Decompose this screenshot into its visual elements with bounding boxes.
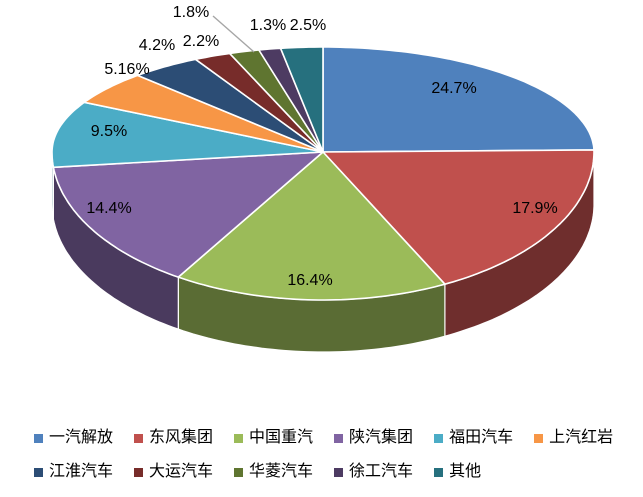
legend-item-0[interactable]: 一汽解放 xyxy=(34,428,113,449)
legend-label: 上汽红岩 xyxy=(549,429,614,446)
legend-label: 陕汽集团 xyxy=(349,429,414,446)
slice-label-9: 1.3% xyxy=(249,17,287,34)
legend-marker-icon xyxy=(434,467,444,477)
legend-row-1: 一汽解放 东风集团 中国重汽 陕汽集团 福田汽车 上汽红岩 xyxy=(34,428,637,449)
legend-label: 中国重汽 xyxy=(249,429,314,446)
legend-item-9[interactable]: 徐工汽车 xyxy=(334,462,413,483)
pie-slice-4[interactable] xyxy=(51,101,324,169)
slice-label-1: 17.9% xyxy=(512,200,558,217)
legend-marker-icon xyxy=(234,433,244,443)
slice-label-6: 4.2% xyxy=(138,37,176,54)
legend-label: 华菱汽车 xyxy=(249,462,314,480)
slice-label-4: 9.5% xyxy=(90,123,128,140)
slice-label-7: 2.2% xyxy=(182,33,220,50)
legend-label: 东风集团 xyxy=(149,429,214,446)
legend-label: 大运汽车 xyxy=(149,462,214,480)
legend: 一汽解放 东风集团 中国重汽 陕汽集团 福田汽车 上汽红岩江淮汽车 大运汽车 华菱汽车 徐工汽车… xyxy=(34,428,637,483)
legend-label: 其他 xyxy=(449,462,482,480)
pie-slice-2[interactable] xyxy=(177,151,446,301)
legend-marker-icon xyxy=(34,467,43,477)
legend-marker-icon xyxy=(334,433,344,443)
legend-label: 福田汽车 xyxy=(449,429,514,446)
pie-slice-7[interactable] xyxy=(194,52,324,153)
legend-row-2: 江淮汽车 大运汽车 华菱汽车 徐工汽车 其他 xyxy=(34,462,637,483)
legend-item-10[interactable]: 其他 xyxy=(434,462,481,483)
legend-marker-icon xyxy=(334,467,344,477)
slice-label-0: 24.7% xyxy=(431,80,477,97)
legend-item-7[interactable]: 大运汽车 xyxy=(134,462,213,483)
legend-label: 江淮汽车 xyxy=(49,462,114,480)
legend-item-5[interactable]: 上汽红岩 xyxy=(534,428,613,449)
legend-item-8[interactable]: 华菱汽车 xyxy=(234,462,313,483)
pie-slice-1[interactable] xyxy=(322,149,595,285)
pie-slice-10[interactable] xyxy=(279,46,324,153)
legend-marker-icon xyxy=(234,467,244,477)
leader-line xyxy=(212,15,255,53)
pie-slice-0[interactable] xyxy=(322,46,595,153)
slice-label-2: 16.4% xyxy=(287,272,333,289)
legend-marker-icon xyxy=(534,433,544,443)
slice-label-8: 1.8% xyxy=(172,4,210,21)
legend-item-3[interactable]: 陕汽集团 xyxy=(334,428,413,449)
pie-slice-6[interactable] xyxy=(136,58,324,153)
legend-label: 一汽解放 xyxy=(49,429,114,446)
legend-item-1[interactable]: 东风集团 xyxy=(134,428,213,449)
slice-label-3: 14.4% xyxy=(86,200,132,217)
slice-label-5: 5.16% xyxy=(104,61,150,78)
legend-item-4[interactable]: 福田汽车 xyxy=(434,428,513,449)
legend-label: 徐工汽车 xyxy=(349,462,414,480)
pie-slice-3[interactable] xyxy=(52,151,324,278)
legend-marker-icon xyxy=(134,467,144,477)
legend-marker-icon xyxy=(34,433,43,443)
legend-item-2[interactable]: 中国重汽 xyxy=(234,428,313,449)
pie-3d-chart xyxy=(51,15,595,353)
pie-slice-5[interactable] xyxy=(83,74,324,153)
slice-label-10: 2.5% xyxy=(289,17,327,34)
legend-marker-icon xyxy=(134,433,144,443)
legend-marker-icon xyxy=(434,433,444,443)
legend-item-6[interactable]: 江淮汽车 xyxy=(34,462,113,483)
